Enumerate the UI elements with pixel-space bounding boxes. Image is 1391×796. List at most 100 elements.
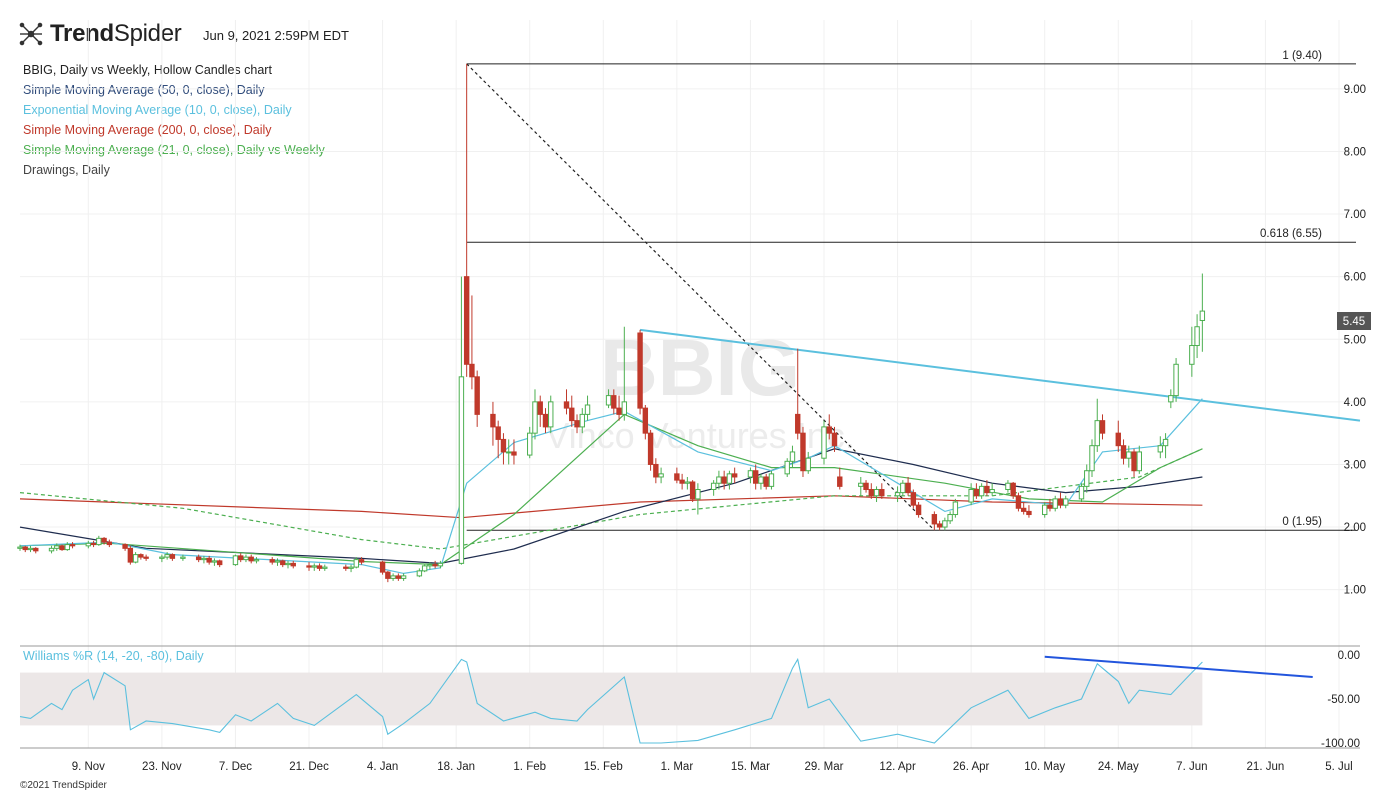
candle-body <box>311 565 317 568</box>
y-tick-label: 8.00 <box>1344 146 1366 158</box>
candle-body <box>1126 451 1132 459</box>
candle-body <box>611 395 617 409</box>
candle-body <box>1005 482 1011 490</box>
candle-body <box>658 473 664 478</box>
candle-body <box>968 489 974 503</box>
candle-body <box>569 407 575 422</box>
x-tick-label: 21. Jun <box>1247 761 1285 773</box>
candle-body <box>416 570 423 577</box>
candle-body <box>1199 310 1206 321</box>
fib-level-label: 0 (1.95) <box>1282 516 1322 528</box>
candle-body <box>1168 395 1174 403</box>
y-tick-label: 6.00 <box>1344 272 1366 284</box>
divergence-line <box>1044 655 1313 678</box>
legend-ema10[interactable]: Exponential Moving Average (10, 0, close… <box>23 103 292 117</box>
candle-body <box>96 537 102 546</box>
candle-body <box>1015 495 1022 509</box>
watermark-company: Vinco Ventures Inc. <box>545 415 855 456</box>
candle-body <box>243 556 249 561</box>
candle-body <box>674 473 680 481</box>
resistance-trendline <box>639 328 1361 422</box>
y-tick-label: 1.00 <box>1344 585 1366 597</box>
x-tick-label: 4. Jan <box>367 761 398 773</box>
candle-body <box>868 489 874 497</box>
fib-level-label: 0.618 (6.55) <box>1260 228 1322 240</box>
candle-body <box>316 565 323 569</box>
candle-body <box>910 492 917 506</box>
sma21-line <box>19 413 1203 566</box>
candle-body <box>306 565 312 568</box>
candle-body <box>164 554 170 558</box>
candle-body <box>1099 420 1106 434</box>
x-tick-label: 15. Feb <box>584 761 623 773</box>
candle-body <box>642 407 649 434</box>
candle-body <box>421 565 428 572</box>
candle-body <box>458 376 465 564</box>
candle-body <box>831 432 838 447</box>
candle-body <box>873 489 880 497</box>
x-tick-label: 7. Jun <box>1176 761 1207 773</box>
legend-sma200[interactable]: Simple Moving Average (200, 0, close), D… <box>23 123 272 137</box>
candle-body <box>684 481 691 484</box>
candle-body <box>695 489 701 500</box>
candle-body <box>605 395 612 406</box>
candle-body <box>127 547 134 563</box>
sma200-line <box>19 495 1203 519</box>
candle-body <box>1162 438 1169 447</box>
x-tick-label: 10. May <box>1024 761 1065 773</box>
candle-body <box>1120 445 1127 459</box>
candle-body <box>285 562 291 566</box>
candle-body <box>169 554 176 559</box>
last-price-badge <box>1337 312 1371 330</box>
candle-body <box>90 542 97 546</box>
candle-body <box>537 401 543 415</box>
candle-body <box>390 575 396 579</box>
candle-body <box>679 479 685 484</box>
candle-body <box>947 514 953 522</box>
candle-body <box>427 564 433 567</box>
candle-body <box>542 413 549 428</box>
candle-body <box>789 451 796 462</box>
y-tick-label: 4.00 <box>1344 397 1366 409</box>
x-tick-label: 9. Nov <box>72 761 105 773</box>
legend-sma50[interactable]: Simple Moving Average (50, 0, close), Da… <box>23 83 265 97</box>
copyright-footer: ©2021 TrendSpider <box>20 780 107 791</box>
candle-body <box>710 482 717 490</box>
candle-body <box>1078 485 1085 500</box>
x-tick-label: 7. Dec <box>219 761 252 773</box>
candle-body <box>837 476 843 487</box>
candle-body <box>64 544 70 551</box>
candle-body <box>763 476 769 487</box>
candle-body <box>758 476 764 484</box>
x-tick-label: 26. Apr <box>953 761 990 773</box>
fib-swing-line <box>466 63 935 531</box>
candle-body <box>989 489 995 494</box>
candle-body <box>784 460 790 475</box>
legend-sma21[interactable]: Simple Moving Average (21, 0, close), Da… <box>23 143 325 157</box>
candle-body <box>138 554 144 558</box>
candle-body <box>978 485 985 497</box>
candle-body <box>437 562 444 567</box>
x-tick-label: 1. Feb <box>513 761 546 773</box>
candle-body <box>379 561 386 573</box>
candle-body <box>106 541 113 546</box>
candle-body <box>548 401 554 428</box>
candle-body <box>469 363 475 378</box>
candle-body <box>59 545 65 551</box>
candle-body <box>33 547 39 552</box>
candle-body <box>48 547 55 552</box>
candle-body <box>280 560 286 566</box>
candle-body <box>232 555 239 566</box>
candle-body <box>942 520 948 528</box>
sma50-line <box>19 448 1203 565</box>
fib-level-label: 1 (9.40) <box>1282 50 1322 62</box>
wr-y-tick-label: -100.00 <box>1321 738 1360 750</box>
candle-body <box>653 463 659 478</box>
candle-body <box>826 426 832 434</box>
candle-body <box>616 407 622 415</box>
candle-body <box>1189 345 1195 365</box>
candle-body <box>984 485 990 494</box>
legend-title[interactable]: BBIG, Daily vs Weekly, Hollow Candles ch… <box>23 63 272 77</box>
chart-grid <box>20 20 1360 748</box>
